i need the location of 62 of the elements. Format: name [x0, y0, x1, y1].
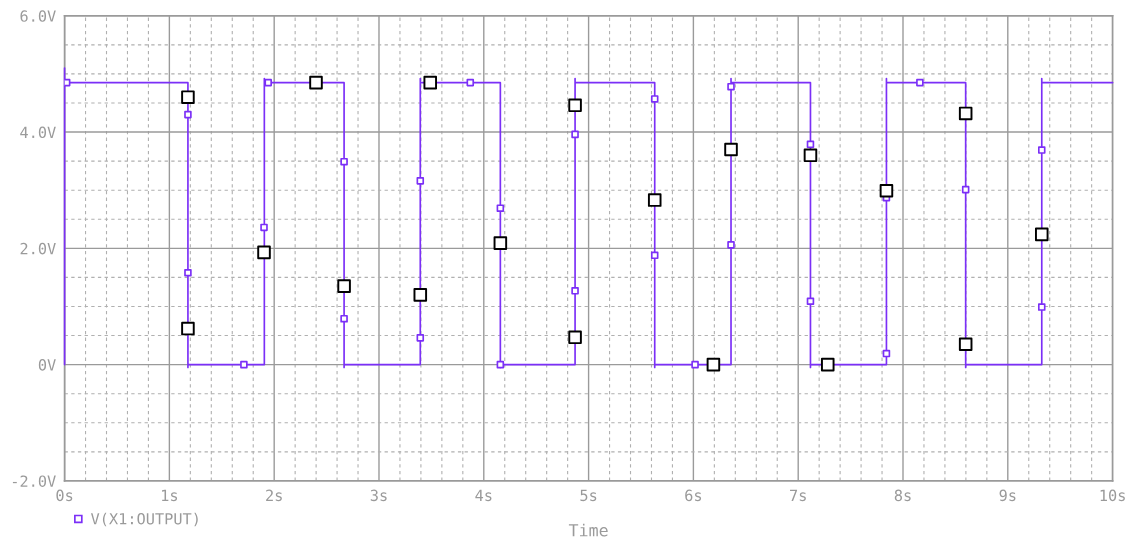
point: [806, 140, 815, 149]
point: [727, 82, 735, 91]
point: [724, 142, 738, 157]
point: [958, 337, 973, 352]
point: [184, 268, 192, 277]
x-tick-label: 7s: [790, 489, 806, 502]
point: [882, 349, 891, 358]
point: [879, 184, 894, 198]
point: [423, 75, 438, 90]
point: [727, 241, 735, 249]
point: [691, 360, 699, 369]
x-tick-label: 2s: [266, 489, 282, 502]
point: [184, 110, 192, 119]
point: [1037, 303, 1046, 311]
point: [706, 357, 721, 372]
x-tick-label: 10s: [1100, 489, 1125, 502]
x-tick-label: 1s: [162, 489, 178, 502]
point: [647, 193, 662, 207]
y-tick-label: 4.0V: [20, 126, 56, 139]
point: [264, 78, 272, 87]
point: [181, 90, 195, 104]
y-tick-label: 6.0V: [20, 10, 56, 22]
point: [257, 245, 271, 260]
point: [309, 75, 323, 90]
point: [803, 148, 818, 163]
x-tick-label: 5s: [580, 489, 597, 502]
x-tick-label: 4s: [475, 489, 492, 502]
x-tick-label: 9s: [999, 489, 1016, 502]
point: [337, 279, 351, 293]
point: [568, 98, 582, 113]
point: [340, 157, 348, 166]
x-axis-title: Time: [568, 523, 608, 537]
point: [1034, 227, 1049, 242]
point: [958, 106, 973, 121]
point: [416, 177, 425, 185]
point: [916, 78, 924, 87]
y-tick-label: 2.0V: [20, 242, 56, 255]
point: [571, 286, 579, 295]
point: [260, 223, 268, 232]
x-tick-label: 8s: [894, 489, 911, 502]
point: [806, 297, 815, 306]
legend-label: V(X1:OUTPUT): [90, 512, 198, 527]
y-tick-label: -2.0V: [12, 475, 56, 487]
point: [340, 314, 348, 323]
point: [240, 360, 248, 369]
point: [568, 330, 582, 345]
y-tick-label: 0V: [38, 359, 56, 371]
point: [493, 236, 508, 250]
point: [571, 130, 579, 139]
point: [820, 357, 835, 372]
point: [961, 185, 970, 194]
point: [413, 288, 428, 302]
x-tick-label: 3s: [370, 489, 387, 502]
x-tick-label: 0s: [56, 489, 73, 502]
x-tick-label: 6s: [685, 489, 702, 502]
point: [416, 334, 425, 342]
point: [181, 321, 195, 336]
point: [466, 78, 475, 87]
point: [496, 204, 505, 213]
line-series: [63, 67, 1114, 369]
point: [496, 360, 505, 369]
point: [1037, 146, 1046, 154]
